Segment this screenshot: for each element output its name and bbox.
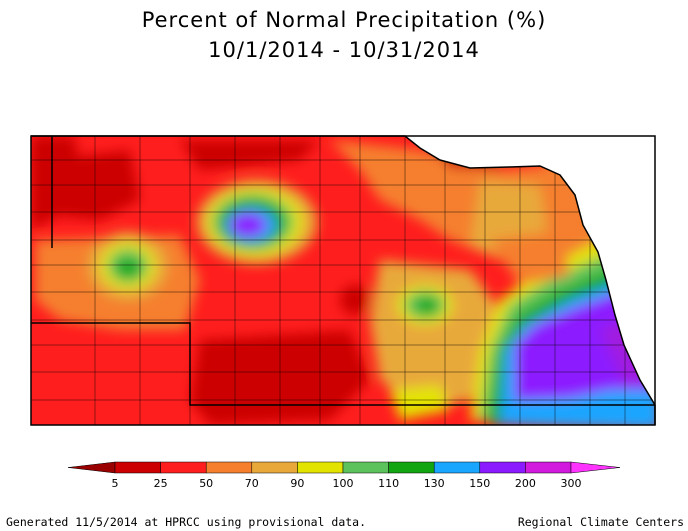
legend-tick-label: 100	[332, 477, 354, 490]
county-boundaries	[31, 136, 655, 425]
legend-swatch	[251, 461, 298, 474]
map-title: Percent of Normal Precipitation (%)	[141, 8, 547, 32]
legend-swatch-high	[570, 461, 621, 474]
legend-tick-label: 25	[153, 477, 168, 490]
legend-tick-label: 90	[290, 477, 305, 490]
legend-tick-label: 200	[514, 477, 536, 490]
state-outline	[30, 135, 656, 426]
legend-tick-label: 5	[111, 477, 119, 490]
legend-swatch	[388, 461, 435, 474]
legend-tick-label: 300	[560, 477, 582, 490]
footer-source: Regional Climate Centers	[517, 515, 684, 529]
legend-tick-label: 70	[244, 477, 259, 490]
footer-generated-note: Generated 11/5/2014 at HPRCC using provi…	[6, 515, 367, 529]
map-date-range: 10/1/2014 - 10/31/2014	[208, 38, 480, 62]
legend-swatch	[160, 461, 207, 474]
legend-bar	[67, 461, 621, 474]
legend-swatch	[205, 461, 253, 474]
legend-tick-label: 110	[378, 477, 400, 490]
legend-swatch	[297, 461, 344, 474]
legend-tick-label: 130	[423, 477, 445, 490]
legend-swatch-low	[67, 461, 116, 474]
legend-swatch	[433, 461, 481, 474]
legend-tick-label: 150	[469, 477, 491, 490]
legend-swatch	[342, 461, 389, 474]
precipitation-fill	[31, 136, 655, 425]
legend-swatch	[479, 461, 526, 474]
legend-swatch	[114, 461, 161, 474]
legend-swatch	[525, 461, 572, 474]
legend-tick-label: 50	[199, 477, 214, 490]
